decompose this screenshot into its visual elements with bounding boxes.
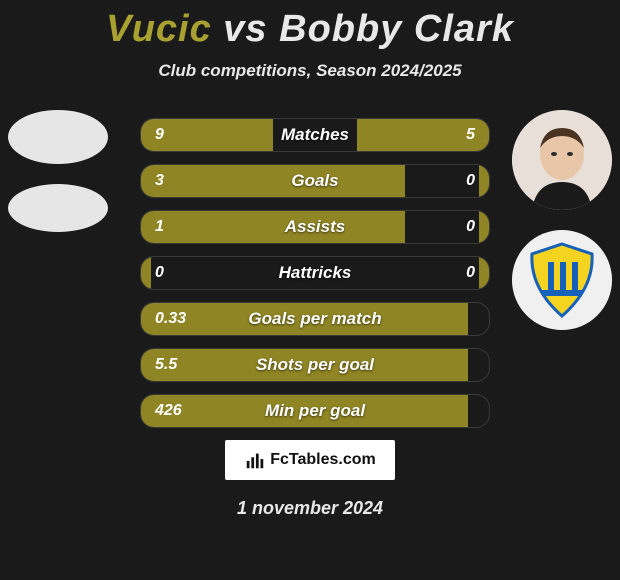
stat-label: Hattricks <box>141 257 489 289</box>
stat-value-right: 5 <box>466 119 475 151</box>
left-avatars <box>8 110 108 252</box>
comparison-bars: Matches95Goals30Assists10Hattricks00Goal… <box>140 118 490 440</box>
brand-badge: FcTables.com <box>225 440 395 480</box>
player1-club-crest <box>8 184 108 232</box>
brand-text: FcTables.com <box>270 451 376 469</box>
stat-label: Goals <box>141 165 489 197</box>
player2-club-crest <box>512 230 612 330</box>
stat-row: Matches9 5 <box>140 118 490 152</box>
stat-row: Shots per goal5.5 <box>140 348 490 382</box>
stat-row: Min per goal426 <box>140 394 490 428</box>
comparison-title: Vucic vs Bobby Clark <box>0 0 620 51</box>
stat-label: Matches <box>141 119 489 151</box>
stat-label: Min per goal <box>141 395 489 427</box>
stat-label: Shots per goal <box>141 349 489 381</box>
stat-row: Goals3 0 <box>140 164 490 198</box>
stat-label: Assists <box>141 211 489 243</box>
subtitle: Club competitions, Season 2024/2025 <box>0 61 620 81</box>
stat-row: Hattricks0 0 <box>140 256 490 290</box>
stat-value-right: 0 <box>466 165 475 197</box>
right-avatars <box>512 110 612 350</box>
stat-value-left: 0.33 <box>155 303 186 335</box>
player2-name: Bobby Clark <box>279 8 514 50</box>
stat-value-right: 0 <box>466 211 475 243</box>
player1-name: Vucic <box>106 8 212 50</box>
stat-value-left: 0 <box>155 257 164 289</box>
chart-icon <box>244 449 266 471</box>
player1-avatar <box>8 110 108 164</box>
footer-date: 1 november 2024 <box>0 498 620 519</box>
stat-row: Goals per match0.33 <box>140 302 490 336</box>
player2-avatar <box>512 110 612 210</box>
vs-text: vs <box>223 8 267 50</box>
stat-value-right: 0 <box>466 257 475 289</box>
stat-value-left: 3 <box>155 165 164 197</box>
stat-value-left: 426 <box>155 395 182 427</box>
stat-label: Goals per match <box>141 303 489 335</box>
stat-value-left: 1 <box>155 211 164 243</box>
stat-row: Assists1 0 <box>140 210 490 244</box>
stat-value-left: 5.5 <box>155 349 177 381</box>
stat-value-left: 9 <box>155 119 164 151</box>
